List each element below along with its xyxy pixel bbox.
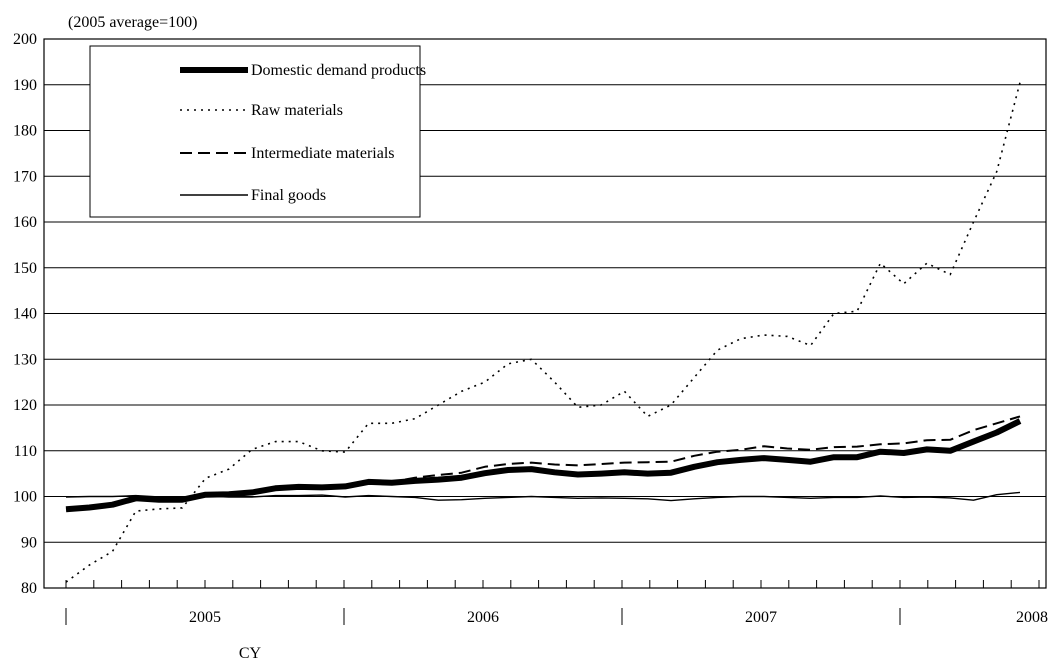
legend: Domestic demand products Raw materials Int… (89, 45, 426, 218)
series-line-domestic-demand-products (65, 418, 1022, 513)
y-tick-label-90: 90 (21, 534, 37, 551)
x-year-label-2007: 2007 (745, 609, 777, 626)
y-tick-label-140: 140 (13, 306, 37, 323)
legend-label-intermediate-materials: Intermediate materials (251, 145, 394, 162)
y-tick-label-120: 120 (13, 397, 37, 414)
x-axis-title: CY (239, 645, 262, 661)
y-tick-label-190: 190 (13, 77, 37, 94)
series-lines (65, 82, 1022, 583)
legend-label-raw-materials: Raw materials (251, 102, 343, 119)
y-tick-label-160: 160 (13, 214, 37, 231)
series-line-intermediate-materials (65, 415, 1021, 511)
axes: 80 90 100 110 120 130 140 150 160 170 180 190 200 200… (13, 31, 1048, 626)
y-tick-label-200: 200 (13, 31, 37, 48)
x-year-label-2006: 2006 (467, 609, 499, 626)
unit-note: (2005 average=100) (68, 14, 197, 31)
y-tick-label-110: 110 (14, 443, 37, 460)
y-tick-label-80: 80 (21, 580, 37, 597)
legend-label-final-goods: Final goods (251, 187, 326, 204)
y-tick-label-150: 150 (13, 260, 37, 277)
y-tick-label-130: 130 (13, 351, 37, 368)
plot-frame (43, 38, 1047, 589)
x-year-label-2005: 2005 (189, 609, 221, 626)
series-line-raw-materials (65, 82, 1021, 583)
legend-label-domestic-demand-products: Domestic demand products (251, 62, 426, 79)
y-tick-label-170: 170 (13, 168, 37, 185)
x-year-label-2008: 2008 (1016, 609, 1048, 626)
legend-box (89, 45, 421, 218)
y-tick-label-180: 180 (13, 123, 37, 140)
y-tick-label-100: 100 (13, 489, 37, 506)
